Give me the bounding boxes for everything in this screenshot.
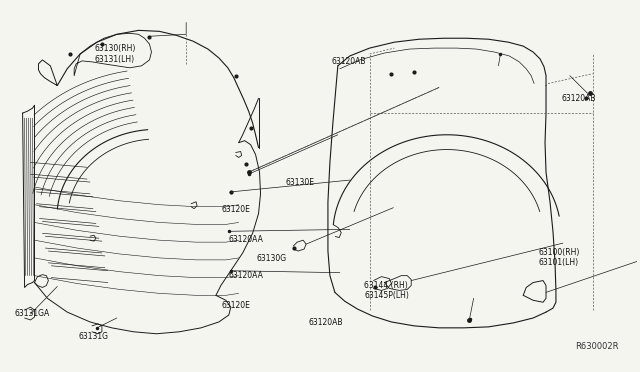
Text: 63131GA: 63131GA bbox=[14, 309, 49, 318]
Text: 63120AB: 63120AB bbox=[332, 57, 366, 66]
Text: 63130E: 63130E bbox=[285, 178, 314, 187]
Text: 63120AA: 63120AA bbox=[228, 235, 263, 244]
Text: 63101(LH): 63101(LH) bbox=[539, 259, 579, 267]
Text: 63100(RH): 63100(RH) bbox=[539, 248, 580, 257]
Text: 63144 (RH): 63144 (RH) bbox=[364, 281, 408, 290]
Text: 63131(LH): 63131(LH) bbox=[95, 55, 135, 64]
Text: 63120E: 63120E bbox=[221, 301, 250, 310]
Text: R630002R: R630002R bbox=[575, 342, 618, 351]
Text: 63130G: 63130G bbox=[257, 254, 287, 263]
Text: 63120AB: 63120AB bbox=[308, 318, 343, 327]
Text: 63120E: 63120E bbox=[221, 205, 250, 214]
Text: 63131G: 63131G bbox=[79, 332, 109, 341]
Text: 63145P(LH): 63145P(LH) bbox=[364, 291, 410, 301]
Text: 63120AA: 63120AA bbox=[228, 271, 263, 280]
Text: 63130(RH): 63130(RH) bbox=[95, 44, 136, 53]
Text: 63120AB: 63120AB bbox=[561, 93, 596, 103]
